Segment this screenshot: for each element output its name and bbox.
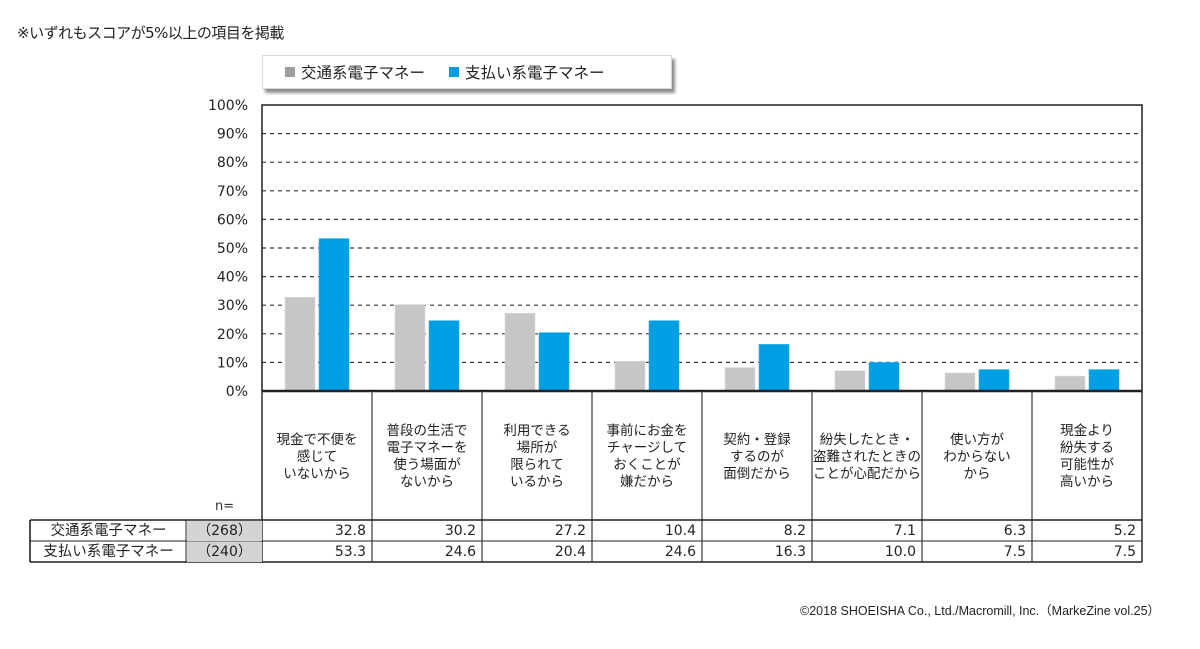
n-value-transit: （268） bbox=[187, 521, 262, 541]
bar-payment bbox=[428, 320, 460, 392]
bar-payment bbox=[978, 369, 1010, 392]
data-label-transit: 32.8 bbox=[334, 523, 366, 539]
row-label-transit: 交通系電子マネー bbox=[50, 523, 167, 539]
data-label-payment: 24.6 bbox=[444, 544, 476, 560]
y-tick-label: 90% bbox=[217, 127, 248, 143]
y-tick-label: 50% bbox=[217, 241, 248, 257]
x-category-label: 紛失したとき・ 盗難されたときの ことが心配だから bbox=[813, 431, 921, 482]
data-label-transit: 5.2 bbox=[1113, 523, 1136, 539]
data-label-payment: 20.4 bbox=[554, 544, 586, 560]
n-label: n= bbox=[215, 499, 235, 514]
data-label-payment: 16.3 bbox=[774, 544, 806, 560]
y-tick-label: 70% bbox=[217, 184, 248, 200]
bar-payment bbox=[648, 320, 680, 392]
bar-transit bbox=[944, 372, 976, 392]
bar-payment bbox=[758, 344, 790, 392]
data-label-payment: 7.5 bbox=[1113, 544, 1136, 560]
y-tick-label: 30% bbox=[217, 298, 248, 314]
y-tick-label: 60% bbox=[217, 212, 248, 228]
data-label-payment: 10.0 bbox=[884, 544, 916, 560]
bar-payment bbox=[318, 238, 350, 392]
data-label-payment: 7.5 bbox=[1003, 544, 1026, 560]
y-tick-label: 80% bbox=[217, 155, 248, 171]
legend-label-payment: 支払い系電子マネー bbox=[465, 64, 605, 82]
y-tick-label: 20% bbox=[217, 327, 248, 343]
bar-payment bbox=[538, 332, 570, 392]
copyright: ©2018 SHOEISHA Co., Ltd./Macromill, Inc.… bbox=[800, 604, 1161, 618]
x-category-label: 現金で不便を 感じて いないから bbox=[276, 431, 358, 482]
bar-transit bbox=[1054, 375, 1086, 392]
x-category-label: 使い方が わからない から bbox=[943, 431, 1011, 482]
bar-transit bbox=[834, 370, 866, 392]
y-tick-label: 0% bbox=[226, 384, 248, 400]
x-category-label: 現金より 紛失する 可能性が 高いから bbox=[1060, 423, 1114, 490]
bar-transit bbox=[724, 367, 756, 392]
x-category-label: 契約・登録 するのが 面倒だから bbox=[723, 431, 791, 482]
data-label-transit: 27.2 bbox=[554, 523, 586, 539]
data-label-transit: 30.2 bbox=[444, 523, 476, 539]
legend-item-transit: 交通系電子マネー bbox=[285, 61, 425, 83]
data-label-payment: 24.6 bbox=[664, 544, 696, 560]
legend-label-transit: 交通系電子マネー bbox=[301, 64, 426, 82]
legend-item-payment: 支払い系電子マネー bbox=[449, 61, 605, 83]
legend-swatch-transit bbox=[285, 67, 295, 77]
data-label-transit: 6.3 bbox=[1003, 523, 1026, 539]
x-category-label: 事前にお金を チャージして おくことが 嫌だから bbox=[606, 423, 688, 490]
data-label-transit: 8.2 bbox=[783, 523, 806, 539]
bar-payment bbox=[868, 362, 900, 392]
row-label-payment: 支払い系電子マネー bbox=[43, 544, 174, 560]
data-label-payment: 53.3 bbox=[334, 544, 366, 560]
chart-note: ※いずれもスコアが5%以上の項目を掲載 bbox=[17, 24, 284, 42]
data-label-transit: 7.1 bbox=[893, 523, 916, 539]
chart-legend: 交通系電子マネー 支払い系電子マネー bbox=[262, 55, 672, 89]
x-category-label: 普段の生活で 電子マネーを 使う場面が ないから bbox=[386, 423, 468, 490]
legend-swatch-payment bbox=[449, 67, 460, 77]
n-value-payment: （240） bbox=[187, 542, 262, 562]
x-category-label: 利用できる 場所が 限られて いるから bbox=[503, 423, 571, 490]
bar-payment bbox=[1088, 369, 1120, 392]
y-tick-label: 40% bbox=[217, 270, 248, 286]
data-label-transit: 10.4 bbox=[664, 523, 696, 539]
bar-transit bbox=[504, 312, 536, 392]
y-tick-label: 100% bbox=[208, 98, 248, 114]
y-tick-label: 10% bbox=[217, 355, 248, 371]
bar-transit bbox=[614, 360, 646, 392]
bar-transit bbox=[284, 296, 316, 392]
bar-transit bbox=[394, 304, 426, 392]
